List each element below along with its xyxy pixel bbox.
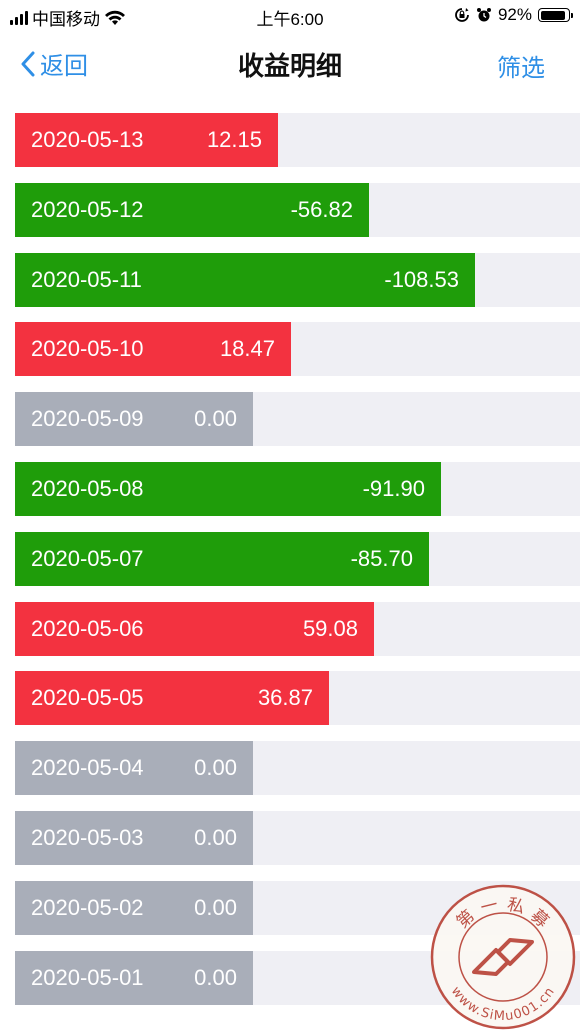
back-button[interactable]: 返回 [20,46,88,81]
list-item[interactable]: 2020-05-08 -91.90 [15,462,580,516]
list-item[interactable]: 2020-05-12 -56.82 [15,183,580,237]
value-bar: 2020-05-11 -108.53 [15,253,475,307]
record-value: 59.08 [302,616,358,641]
list-item[interactable]: 2020-05-05 36.87 [15,671,580,725]
record-value: 12.15 [206,127,262,152]
list-item[interactable]: 2020-05-06 59.08 [15,602,580,656]
list-item[interactable]: 2020-05-03 0.00 [15,811,580,865]
record-value: 0.00 [194,895,237,920]
orientation-lock-icon [455,8,469,22]
record-date: 2020-05-06 [31,616,144,641]
record-value: -91.90 [362,476,425,501]
record-value: -108.53 [384,267,459,292]
watermark-logo: 第 一 私 募 www.SiMu001.cn [430,884,576,1030]
record-date: 2020-05-12 [31,197,144,222]
navigation-bar: 返回 收益明细 筛选 [0,32,580,98]
alarm-icon [476,8,491,22]
record-date: 2020-05-04 [31,755,144,780]
record-value: -85.70 [350,546,413,571]
status-left: 中国移动 [10,5,126,30]
record-date: 2020-05-07 [31,546,144,571]
record-date: 2020-05-11 [31,267,142,292]
wifi-icon [105,10,125,25]
battery-icon [538,8,573,22]
list-item[interactable]: 2020-05-11 -108.53 [15,253,580,307]
value-bar: 2020-05-09 0.00 [15,392,253,446]
list-item[interactable]: 2020-05-07 -85.70 [15,532,580,586]
record-value: 0.00 [194,755,237,780]
list-item[interactable]: 2020-05-09 0.00 [15,392,580,446]
value-bar: 2020-05-07 -85.70 [15,532,429,586]
value-bar: 2020-05-05 36.87 [15,671,329,725]
battery-level [540,10,566,20]
carrier-name: 中国移动 [32,10,100,29]
value-bar: 2020-05-10 18.47 [15,322,291,376]
status-time: 上午6:00 [256,10,324,29]
record-date: 2020-05-13 [31,127,144,152]
record-value: 36.87 [257,685,313,710]
value-bar: 2020-05-06 59.08 [15,602,374,656]
value-bar: 2020-05-01 0.00 [15,951,253,1005]
record-value: 0.00 [194,406,237,431]
record-date: 2020-05-02 [31,895,144,920]
chevron-left-icon [21,51,35,76]
value-bar: 2020-05-04 0.00 [15,741,253,795]
cellular-signal-icon [10,10,28,25]
value-bar: 2020-05-13 12.15 [15,113,278,167]
value-bar: 2020-05-02 0.00 [15,881,253,935]
value-bar: 2020-05-08 -91.90 [15,462,441,516]
status-right: 92% [454,5,573,25]
list-item[interactable]: 2020-05-04 0.00 [15,741,580,795]
record-date: 2020-05-08 [31,476,144,501]
value-bar: 2020-05-03 0.00 [15,811,253,865]
record-value: 0.00 [194,965,237,990]
record-date: 2020-05-10 [31,336,144,361]
page-title: 收益明细 [237,51,342,81]
status-bar: 中国移动 上午6:00 92% [0,0,580,32]
record-value: -56.82 [290,197,353,222]
record-date: 2020-05-01 [31,965,144,990]
record-date: 2020-05-05 [31,685,144,710]
record-date: 2020-05-03 [31,825,144,850]
battery-percentage: 92% [497,5,532,24]
record-date: 2020-05-09 [31,406,144,431]
list-item[interactable]: 2020-05-10 18.47 [15,322,580,376]
back-label: 返回 [40,53,88,80]
value-bar: 2020-05-12 -56.82 [15,183,369,237]
record-value: 18.47 [219,336,275,361]
record-value: 0.00 [194,825,237,850]
filter-button[interactable]: 筛选 [497,55,545,82]
list-item[interactable]: 2020-05-13 12.15 [15,113,580,167]
